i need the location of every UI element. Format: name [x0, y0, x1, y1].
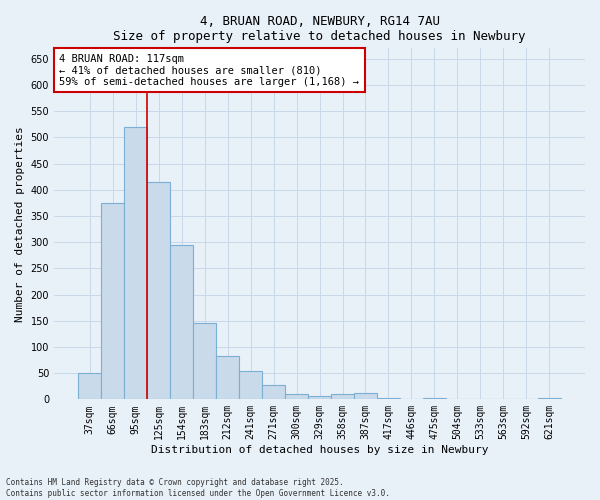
Bar: [170, 245, 193, 400]
Bar: [101, 203, 124, 400]
Bar: [285, 394, 308, 400]
X-axis label: Distribution of detached houses by size in Newbury: Distribution of detached houses by size …: [151, 445, 488, 455]
Bar: [239, 370, 262, 400]
Bar: [538, 398, 561, 400]
Bar: [308, 396, 331, 400]
Text: 4 BRUAN ROAD: 117sqm
← 41% of detached houses are smaller (810)
59% of semi-deta: 4 BRUAN ROAD: 117sqm ← 41% of detached h…: [59, 54, 359, 87]
Bar: [354, 393, 377, 400]
Bar: [147, 182, 170, 400]
Bar: [193, 324, 216, 400]
Bar: [262, 384, 285, 400]
Bar: [331, 394, 354, 400]
Bar: [124, 127, 147, 400]
Bar: [78, 373, 101, 400]
Title: 4, BRUAN ROAD, NEWBURY, RG14 7AU
Size of property relative to detached houses in: 4, BRUAN ROAD, NEWBURY, RG14 7AU Size of…: [113, 15, 526, 43]
Bar: [216, 356, 239, 400]
Bar: [423, 398, 446, 400]
Bar: [377, 398, 400, 400]
Y-axis label: Number of detached properties: Number of detached properties: [15, 126, 25, 322]
Text: Contains HM Land Registry data © Crown copyright and database right 2025.
Contai: Contains HM Land Registry data © Crown c…: [6, 478, 390, 498]
